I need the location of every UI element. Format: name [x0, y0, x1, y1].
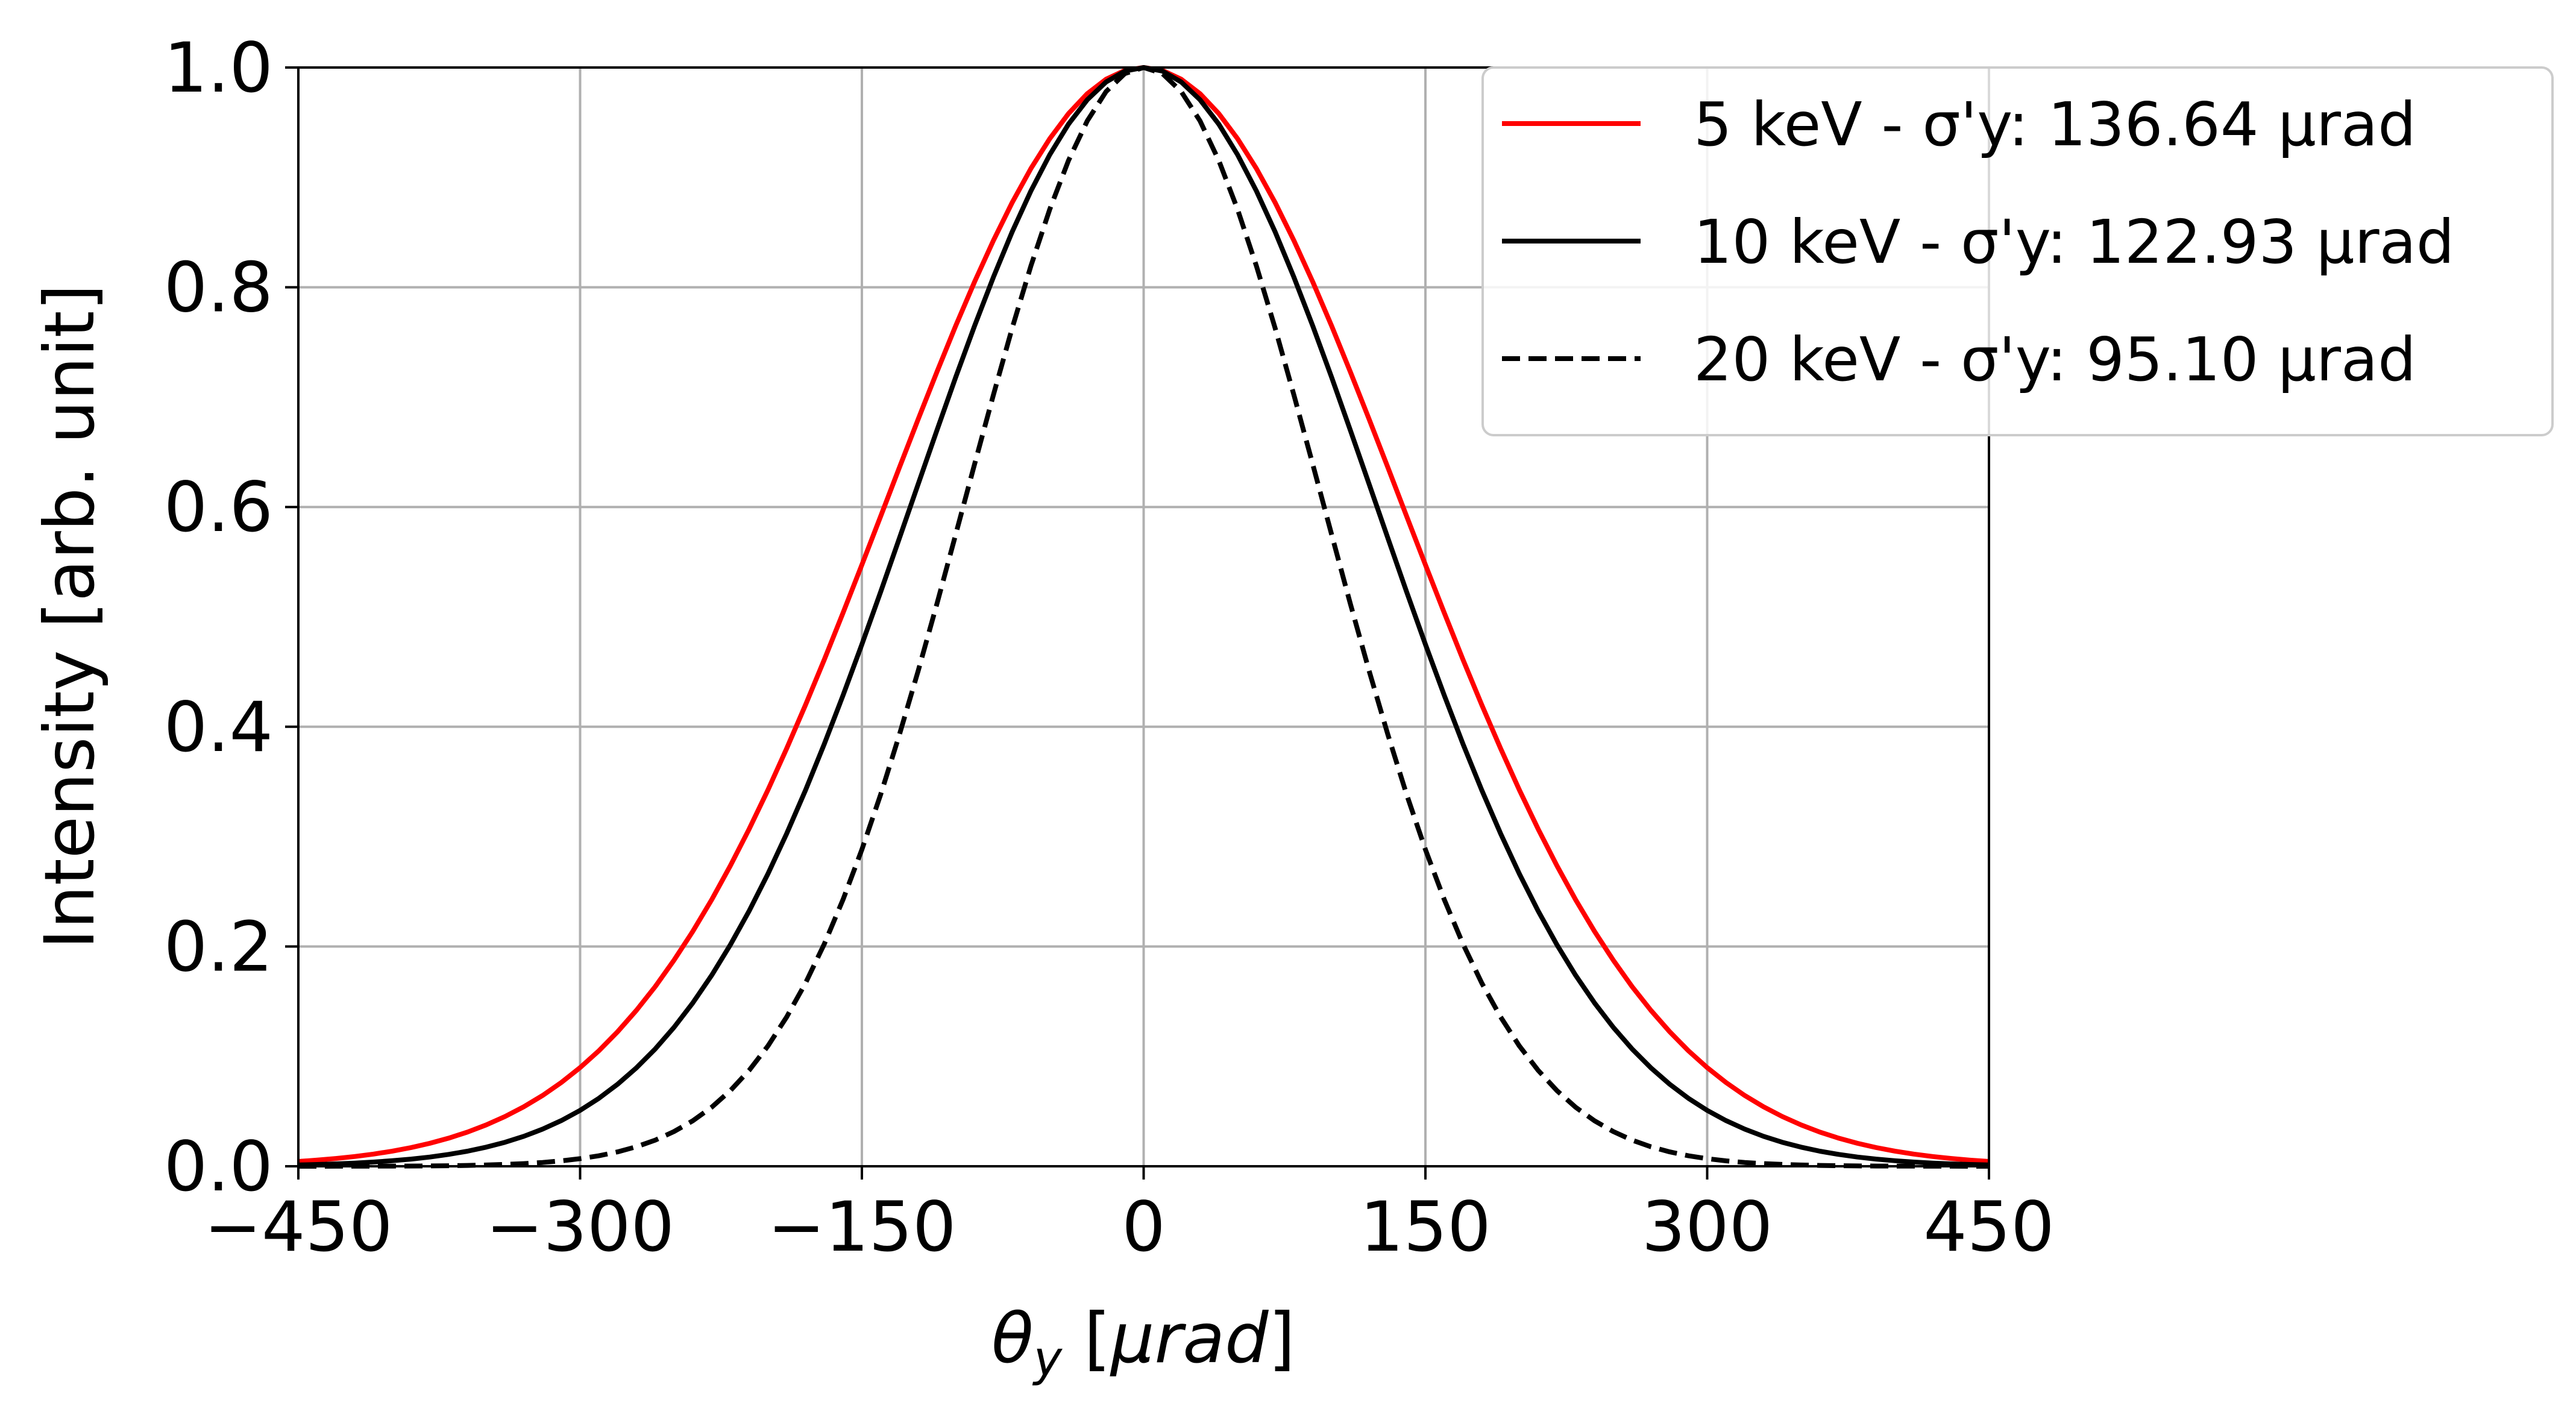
y-tick-label: 0.4: [164, 687, 273, 767]
x-tick-label: 150: [1360, 1187, 1491, 1267]
y-tick-label: 1.0: [164, 28, 273, 108]
x-axis-label: θy [μrad]: [991, 1298, 1295, 1387]
y-axis: 0.0 0.2 0.4 0.6 0.8 1.0: [164, 28, 298, 1207]
x-tick-label: −450: [204, 1187, 392, 1267]
x-tick-label: −150: [767, 1187, 956, 1267]
legend-box: [1481, 66, 2554, 436]
legend-label-3: 20 keV - σ'y: 95.10 μrad: [1694, 324, 2416, 395]
y-tick-label: 0.6: [164, 467, 273, 547]
x-tick-label: −300: [486, 1187, 674, 1267]
x-axis: −450 −300 −150 0 150 300 450: [204, 1166, 2055, 1267]
legend-label-1: 5 keV - σ'y: 136.64 μrad: [1694, 89, 2416, 160]
x-tick-label: 450: [1923, 1187, 2055, 1267]
x-tick-label: 0: [1122, 1187, 1166, 1267]
legend: 5 keV - σ'y: 136.64 μrad 10 keV - σ'y: 12…: [1481, 66, 2554, 436]
y-axis-label: Intensity [arb. unit]: [30, 284, 110, 949]
y-tick-label: 0.0: [164, 1126, 273, 1207]
x-tick-label: 300: [1642, 1187, 1773, 1267]
y-tick-label: 0.2: [164, 906, 273, 987]
y-tick-label: 0.8: [164, 248, 273, 328]
legend-label-2: 10 keV - σ'y: 122.93 μrad: [1694, 207, 2454, 277]
